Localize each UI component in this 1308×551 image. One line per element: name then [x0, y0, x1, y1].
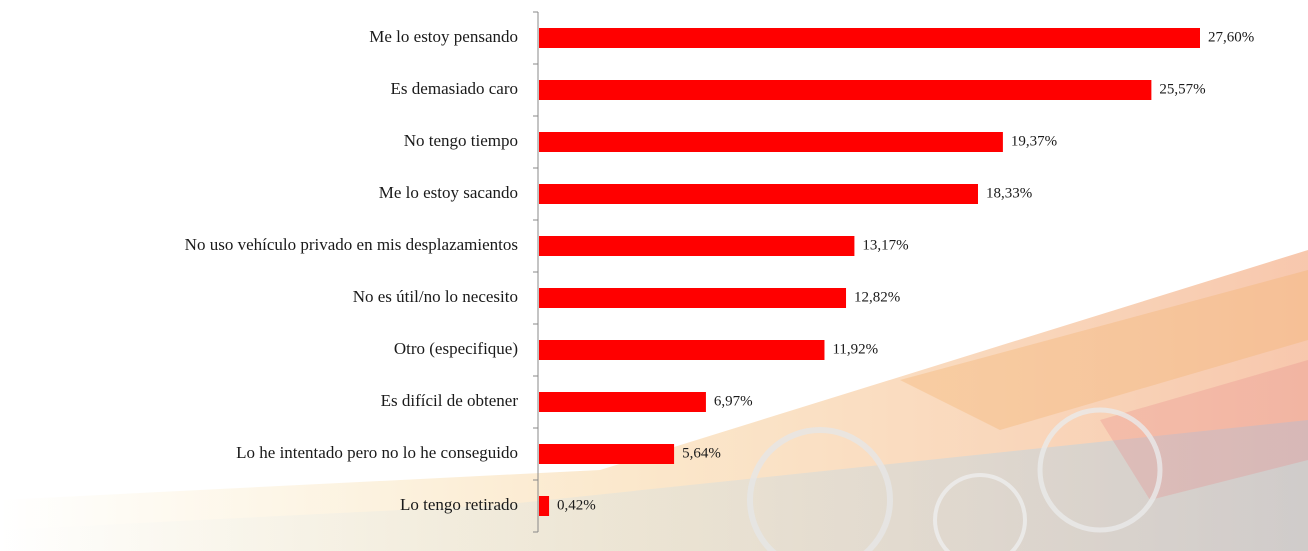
bar — [539, 236, 854, 256]
bar — [539, 132, 1003, 152]
category-label: No tengo tiempo — [404, 131, 518, 150]
bar — [539, 80, 1151, 100]
value-label: 19,37% — [1011, 133, 1057, 149]
category-label: No es útil/no lo necesito — [353, 287, 518, 306]
bar — [539, 288, 846, 308]
value-label: 11,92% — [832, 341, 878, 357]
bar — [539, 392, 706, 412]
bar — [539, 340, 824, 360]
bar — [539, 28, 1200, 48]
category-label: No uso vehículo privado en mis desplazam… — [185, 235, 518, 254]
value-label: 25,57% — [1159, 81, 1205, 97]
page: {"chart_data": {"type": "hbar", "categor… — [0, 0, 1308, 551]
value-label: 5,64% — [682, 445, 721, 461]
bar — [539, 496, 549, 516]
bar — [539, 184, 978, 204]
category-label: Es demasiado caro — [391, 79, 518, 98]
bar — [539, 444, 674, 464]
value-label: 0,42% — [557, 497, 596, 513]
value-label: 12,82% — [854, 289, 900, 305]
category-label: Me lo estoy sacando — [379, 183, 518, 202]
value-label: 27,60% — [1208, 29, 1254, 45]
value-label: 6,97% — [714, 393, 753, 409]
category-label: Lo he intentado pero no lo he conseguido — [236, 443, 518, 462]
category-label: Lo tengo retirado — [400, 495, 518, 514]
chart: Me lo estoy pensando 27,60% Es demasiado c… — [0, 0, 1308, 551]
category-label: Otro (especifique) — [394, 339, 518, 358]
value-label: 18,33% — [986, 185, 1032, 201]
category-label: Es difícil de obtener — [381, 391, 519, 410]
value-label: 13,17% — [862, 237, 908, 253]
category-label: Me lo estoy pensando — [369, 27, 518, 46]
